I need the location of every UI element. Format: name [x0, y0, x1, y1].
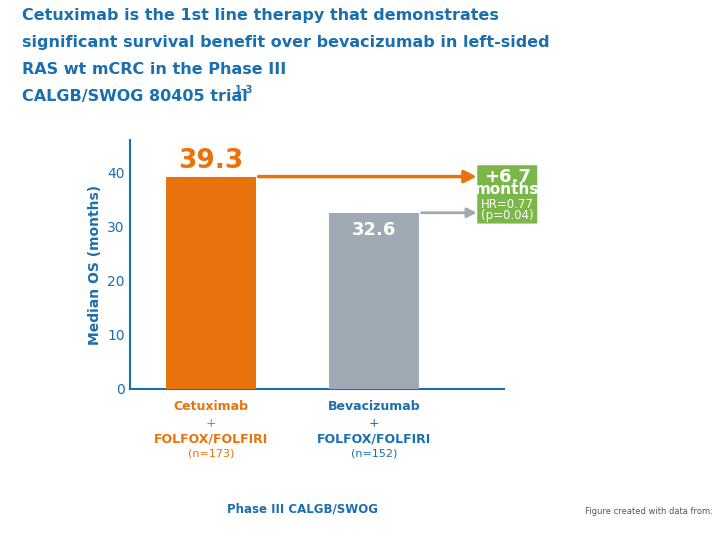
Text: Figure created with data from:: Figure created with data from: [585, 507, 713, 516]
Text: +: + [206, 417, 216, 430]
Bar [329, 213, 418, 389]
Text: HR=0.77: HR=0.77 [481, 198, 534, 211]
Text: Cetuximab is the 1st line therapy that demonstrates: Cetuximab is the 1st line therapy that d… [22, 8, 498, 23]
Text: CALGB/SWOG 80405 trial: CALGB/SWOG 80405 trial [22, 89, 248, 104]
Y-axis label: Median OS (months): Median OS (months) [88, 185, 102, 345]
Text: 39.3: 39.3 [179, 148, 243, 174]
Text: 32.6: 32.6 [351, 221, 396, 239]
Text: 1–3: 1–3 [235, 85, 253, 95]
Text: FOLFOX/FOLFIRI: FOLFOX/FOLFIRI [317, 432, 431, 445]
Text: months: months [475, 181, 539, 197]
Bar [166, 177, 256, 389]
Text: FOLFOX/FOLFIRI: FOLFOX/FOLFIRI [154, 432, 268, 445]
Text: significant survival benefit over bevacizumab in left-sided: significant survival benefit over bevaci… [22, 35, 549, 50]
Text: (n=152): (n=152) [351, 448, 397, 458]
Text: (p=0.04): (p=0.04) [481, 210, 534, 222]
Text: RAS wt mCRC in the Phase III: RAS wt mCRC in the Phase III [22, 62, 286, 77]
Text: +: + [369, 417, 379, 430]
Text: Phase III CALGB/SWOG: Phase III CALGB/SWOG [227, 503, 378, 516]
FancyBboxPatch shape [478, 166, 536, 223]
Text: Cetuximab: Cetuximab [174, 400, 248, 413]
Text: Bevacizumab: Bevacizumab [328, 400, 420, 413]
Text: +6.7: +6.7 [484, 168, 531, 186]
Text: (n=173): (n=173) [188, 448, 234, 458]
